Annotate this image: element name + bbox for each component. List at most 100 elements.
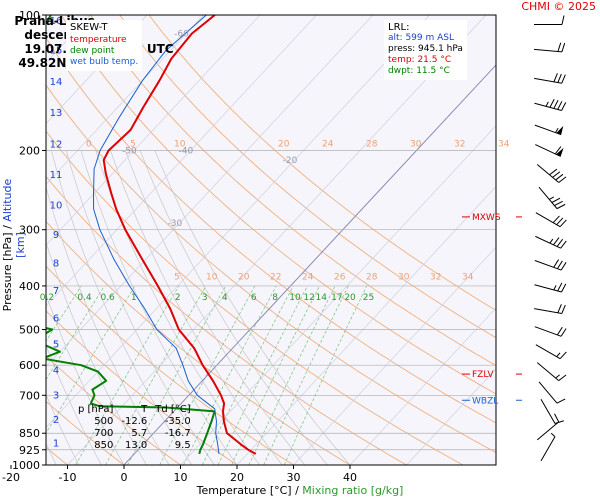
wind-barb-flag	[554, 259, 559, 268]
altitude-tick-label: 5	[53, 340, 59, 351]
level-marker-wbzl: WBZL	[472, 396, 498, 406]
wind-barb-flag	[562, 283, 566, 292]
wind-barb-shaft	[537, 363, 558, 381]
x-tick-label: -10	[59, 471, 77, 484]
altitude-tick-label: 1	[53, 438, 59, 449]
wind-barb-flag	[554, 100, 558, 109]
theta-label: 22	[270, 272, 281, 282]
altitude-tick-label: 13	[50, 108, 63, 119]
wind-barb	[531, 414, 560, 440]
table-cell: 9.5	[151, 440, 194, 452]
wind-barb-shaft	[535, 236, 560, 248]
wind-barb-flag	[562, 16, 564, 25]
altitude-tick-label: 11	[50, 170, 63, 181]
wind-barb	[534, 95, 565, 111]
y-axis-label: Pressure [hPa] / Altitude [km]	[1, 165, 27, 325]
pressure-tick-label: 200	[19, 144, 40, 157]
wind-barb-shaft	[534, 103, 561, 110]
mixing-ratio-label: 14	[316, 293, 328, 303]
wind-barb	[535, 252, 566, 271]
mixing-ratio-label: 0.6	[100, 293, 115, 303]
wind-barb-flag	[554, 73, 558, 82]
theta-label: 24	[322, 139, 334, 149]
altitude-tick-label: 4	[53, 365, 59, 376]
mixing-ratio-label: 17	[331, 293, 342, 303]
wind-barb-flag	[558, 282, 562, 291]
x-axis-label-mixing: Mixing ratio [g/kg]	[302, 484, 403, 497]
lrl-press: press: 945.1 hPa	[388, 44, 463, 55]
table-cell: -35.0	[151, 416, 194, 428]
wind-barb	[539, 181, 565, 210]
lrl-info-box: LRL: alt: 599 m ASL press: 945.1 hPa tem…	[384, 20, 467, 80]
wind-barb-flag	[557, 260, 562, 269]
theta-label: 34	[462, 272, 474, 282]
altitude-tick-label: 3	[53, 391, 59, 402]
mixing-ratio-label: 25	[363, 293, 374, 303]
x-tick-label: -20	[2, 471, 20, 484]
wind-barb	[536, 205, 566, 228]
wind-barb	[535, 228, 566, 249]
legend-item-wetbulb: wet bulb temp.	[70, 57, 138, 68]
theta-label: 26	[334, 272, 346, 282]
wind-barb-half	[554, 285, 556, 290]
wind-barb	[541, 395, 564, 425]
wind-barb-flag	[559, 374, 566, 382]
legend-item-dewpoint: dew point	[70, 46, 138, 57]
table-row: 500 -12.6 -35.0	[74, 416, 195, 428]
table-header: T	[117, 404, 151, 416]
mixing-ratio-label: 3	[202, 293, 208, 303]
wind-barb-shaft	[537, 422, 558, 440]
pressure-tick-label: 600	[19, 359, 40, 372]
table-cell: -16.7	[151, 428, 194, 440]
lrl-title: LRL:	[388, 22, 463, 33]
theta-label: 30	[398, 272, 410, 282]
wind-barb-shaft	[541, 399, 555, 423]
table-cell: 5.7	[117, 428, 151, 440]
wind-barb-flag	[557, 326, 562, 335]
theta-label: 28	[366, 139, 378, 149]
x-tick-label: 40	[343, 471, 357, 484]
wind-barb-flag	[557, 397, 565, 404]
altitude-tick-label: 12	[50, 140, 63, 151]
lrl-alt: alt: 599 m ASL	[388, 33, 463, 44]
table-cell: 850	[74, 440, 117, 452]
legend-title: SKEW-T	[70, 22, 138, 33]
wind-barb-half	[551, 433, 556, 436]
wind-barb-half	[549, 196, 553, 200]
theta-label: 20	[278, 139, 290, 149]
theta-label: 0	[86, 139, 92, 149]
x-axis-label: Temperature [°C] / Mixing ratio [g/kg]	[0, 484, 600, 497]
theta-label: 20	[238, 272, 250, 282]
wind-barb-flag	[550, 99, 554, 108]
wind-barb-half	[550, 239, 553, 244]
wind-barb-shaft	[534, 309, 562, 314]
wind-barb-shaft	[537, 165, 558, 183]
theta-label: 5	[130, 139, 136, 149]
theta-label: 5	[174, 272, 180, 282]
wind-barb-flag	[553, 414, 560, 422]
levels-table: p [hPa] T Td [°C] 500 -12.6 -35.0 700 5.…	[74, 404, 195, 452]
wind-barb-flag	[562, 102, 566, 111]
mixing-ratio-label: 12	[303, 293, 314, 303]
pressure-tick-label: 925	[19, 444, 40, 457]
wind-barb	[537, 433, 556, 461]
table-cell: -12.6	[117, 416, 151, 428]
x-tick-label: 10	[174, 471, 188, 484]
wind-barb	[535, 117, 564, 135]
wind-barb-flag	[558, 74, 562, 83]
wind-barb-shaft	[536, 345, 560, 359]
table-row: 700 5.7 -16.7	[74, 428, 195, 440]
wind-barb-flag	[560, 351, 566, 360]
pressure-tick-label: 700	[19, 389, 40, 402]
wind-barb-flag	[558, 304, 562, 313]
table-cell: 500	[74, 416, 117, 428]
isotherm-label: -20	[283, 156, 298, 166]
altitude-tick-label: 10	[50, 200, 63, 211]
mixing-ratio-label: 8	[272, 293, 278, 303]
mixing-ratio-label: 6	[251, 293, 257, 303]
lrl-dwpt: dwpt: 11.5 °C	[388, 66, 463, 77]
lrl-temp: temp: 21.5 °C	[388, 55, 463, 66]
credit-text: CHMI © 2025	[521, 0, 596, 13]
mixing-ratio-label: 4	[222, 293, 228, 303]
wind-barb	[535, 318, 566, 337]
